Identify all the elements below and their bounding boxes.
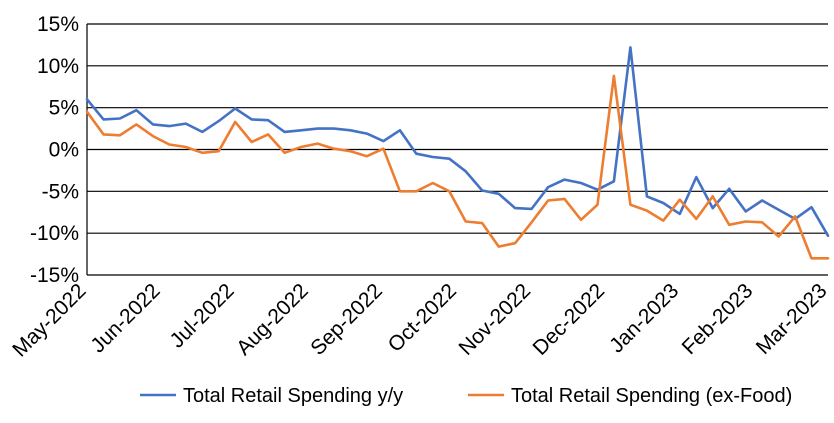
x-tick-label: Jun-2022 — [86, 279, 164, 357]
x-tick-label: May-2022 — [8, 279, 90, 361]
x-tick-label: Feb-2023 — [678, 279, 758, 359]
y-tick-label: 10% — [37, 55, 79, 78]
y-tick-label: 0% — [49, 139, 79, 162]
legend-label-1: Total Retail Spending y/y — [183, 385, 403, 407]
y-tick-label: -15% — [30, 264, 79, 287]
x-tick-label: Jul-2022 — [166, 279, 239, 352]
x-tick-label: Jan-2023 — [605, 279, 683, 357]
y-axis-tick-labels: 15% 10% 5% 0% -5% -10% -15% — [30, 13, 79, 287]
y-tick-label: 15% — [37, 13, 79, 36]
series-lines — [85, 46, 830, 260]
x-tick-label: Aug-2022 — [232, 279, 313, 360]
x-tick-label: Sep-2022 — [306, 279, 387, 360]
x-tick-label: Oct-2022 — [384, 279, 461, 356]
legend: Total Retail Spending y/y Total Retail Sp… — [140, 385, 792, 407]
y-tick-label: 5% — [49, 97, 79, 120]
series-line-2 — [85, 74, 830, 260]
x-tick-label: Nov-2022 — [454, 279, 535, 360]
x-tick-label: Mar-2023 — [752, 279, 832, 359]
y-tick-label: -5% — [42, 180, 79, 203]
grid-lines — [87, 23, 828, 276]
series-line-1 — [85, 46, 830, 237]
y-tick-label: -10% — [30, 222, 79, 245]
x-tick-label: Dec-2022 — [529, 279, 610, 360]
legend-label-2: Total Retail Spending (ex-Food) — [511, 385, 792, 407]
